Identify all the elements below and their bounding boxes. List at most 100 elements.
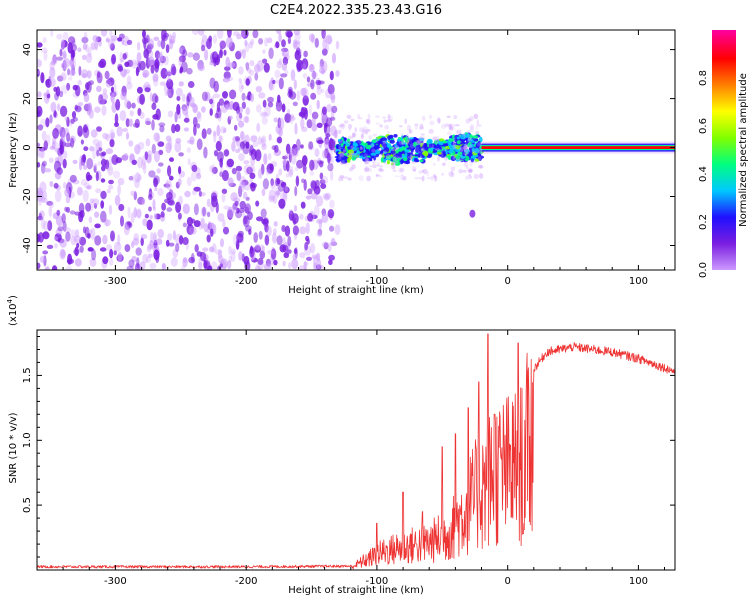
heatmap-cell — [313, 204, 320, 217]
heatmap-cell — [371, 148, 376, 153]
heatmap-cell — [359, 127, 364, 133]
x-tick-label: -300 — [104, 276, 127, 287]
heatmap-cell — [339, 175, 345, 179]
heatmap-cell — [409, 154, 414, 161]
heatmap-cell — [241, 179, 249, 186]
heatmap-cell — [391, 161, 396, 166]
heatmap-cell — [59, 144, 65, 155]
heatmap-cell — [42, 231, 50, 240]
heatmap-cell — [73, 235, 81, 243]
heatmap-cell — [289, 148, 296, 157]
heatmap-cell — [178, 56, 183, 68]
heatmap-cell — [134, 144, 141, 155]
heatmap-cell — [340, 152, 344, 158]
heatmap-cell — [236, 171, 242, 181]
heatmap-cell — [42, 191, 48, 200]
heatmap-cell — [161, 262, 166, 269]
heatmap-cell — [276, 30, 282, 35]
heatmap-cell — [362, 152, 367, 155]
heatmap-cell — [132, 122, 140, 128]
heatmap-cell — [398, 154, 402, 158]
heatmap-cell — [262, 49, 266, 54]
heatmap-cell — [88, 216, 93, 224]
heatmap-cell — [91, 249, 97, 261]
heatmap-cell — [389, 139, 395, 144]
heatmap-cell — [216, 107, 222, 119]
heatmap-cell — [308, 33, 316, 42]
heatmap-cell — [163, 55, 169, 66]
heatmap-cell — [70, 229, 76, 237]
heatmap-cell — [373, 145, 379, 150]
heatmap-cell — [155, 254, 160, 264]
heatmap-cell — [182, 222, 187, 228]
heatmap-cell — [110, 132, 115, 139]
heatmap-cell — [303, 179, 307, 191]
heatmap-cell — [152, 199, 156, 210]
heatmap-cell — [275, 106, 281, 111]
heatmap-cell — [169, 175, 174, 181]
heatmap-cell — [151, 102, 157, 110]
heatmap-cell — [454, 124, 460, 127]
heatmap-cell — [398, 168, 404, 173]
heatmap-cell — [131, 102, 136, 109]
heatmap-cell — [276, 189, 280, 199]
heatmap-cell — [375, 149, 381, 155]
heatmap-cell — [123, 223, 130, 236]
heatmap-cell — [157, 40, 162, 48]
heatmap-cell — [469, 175, 473, 179]
heatmap-cell — [468, 173, 471, 177]
heatmap-cell — [294, 186, 298, 197]
heatmap-cell — [191, 30, 200, 36]
heatmap-cell — [228, 62, 236, 68]
heatmap-cell — [278, 33, 282, 43]
heatmap-cell — [241, 101, 246, 110]
heatmap-cell — [81, 54, 87, 61]
heatmap-cell — [349, 152, 355, 159]
heatmap-cell — [196, 111, 202, 119]
heatmap-cell — [133, 191, 137, 201]
heatmap-cell — [119, 51, 124, 64]
heatmap-cell — [223, 149, 230, 157]
heatmap-cell — [273, 187, 282, 196]
heatmap-cell — [339, 123, 345, 127]
heatmap-cell — [437, 155, 440, 162]
heatmap-cell — [245, 78, 250, 86]
heatmap-cell — [240, 85, 244, 90]
heatmap-cell — [105, 148, 114, 155]
heatmap-cell — [358, 116, 363, 120]
heatmap-cell — [137, 174, 142, 181]
heatmap-cell — [276, 136, 283, 144]
heatmap-cell — [175, 201, 182, 213]
heatmap-cell — [90, 42, 96, 51]
heatmap-cell — [414, 125, 419, 130]
heatmap-cell — [59, 90, 64, 98]
heatmap-cell — [327, 36, 332, 45]
heatmap-cell — [197, 64, 205, 72]
heatmap-cell — [450, 170, 454, 175]
heatmap-cell — [119, 110, 127, 122]
heatmap-cell — [142, 69, 150, 78]
heatmap-cell — [310, 79, 315, 90]
heatmap-cell — [112, 170, 121, 179]
heatmap-cell — [469, 162, 473, 167]
heatmap-cell — [37, 142, 41, 148]
heatmap-cell — [100, 210, 107, 223]
heatmap-cell — [223, 49, 227, 56]
heatmap-cell — [357, 113, 360, 119]
heatmap-cell — [52, 127, 59, 139]
snr-exponent-close: ) — [8, 295, 19, 299]
heatmap-cell — [319, 179, 326, 185]
heatmap-cell — [208, 35, 213, 43]
heatmap-cell — [392, 152, 397, 158]
heatmap-cell — [55, 215, 64, 227]
heatmap-cell — [190, 171, 197, 182]
heatmap-cell — [126, 75, 132, 84]
heatmap-cell — [170, 63, 176, 76]
heatmap-cell — [250, 135, 258, 143]
heatmap-cell — [178, 47, 183, 54]
heatmap-cell — [178, 152, 184, 157]
heatmap-cell — [251, 182, 255, 187]
y-tick-label: 20 — [22, 92, 33, 105]
snr-series-line — [37, 333, 675, 570]
heatmap-cell — [479, 173, 484, 179]
